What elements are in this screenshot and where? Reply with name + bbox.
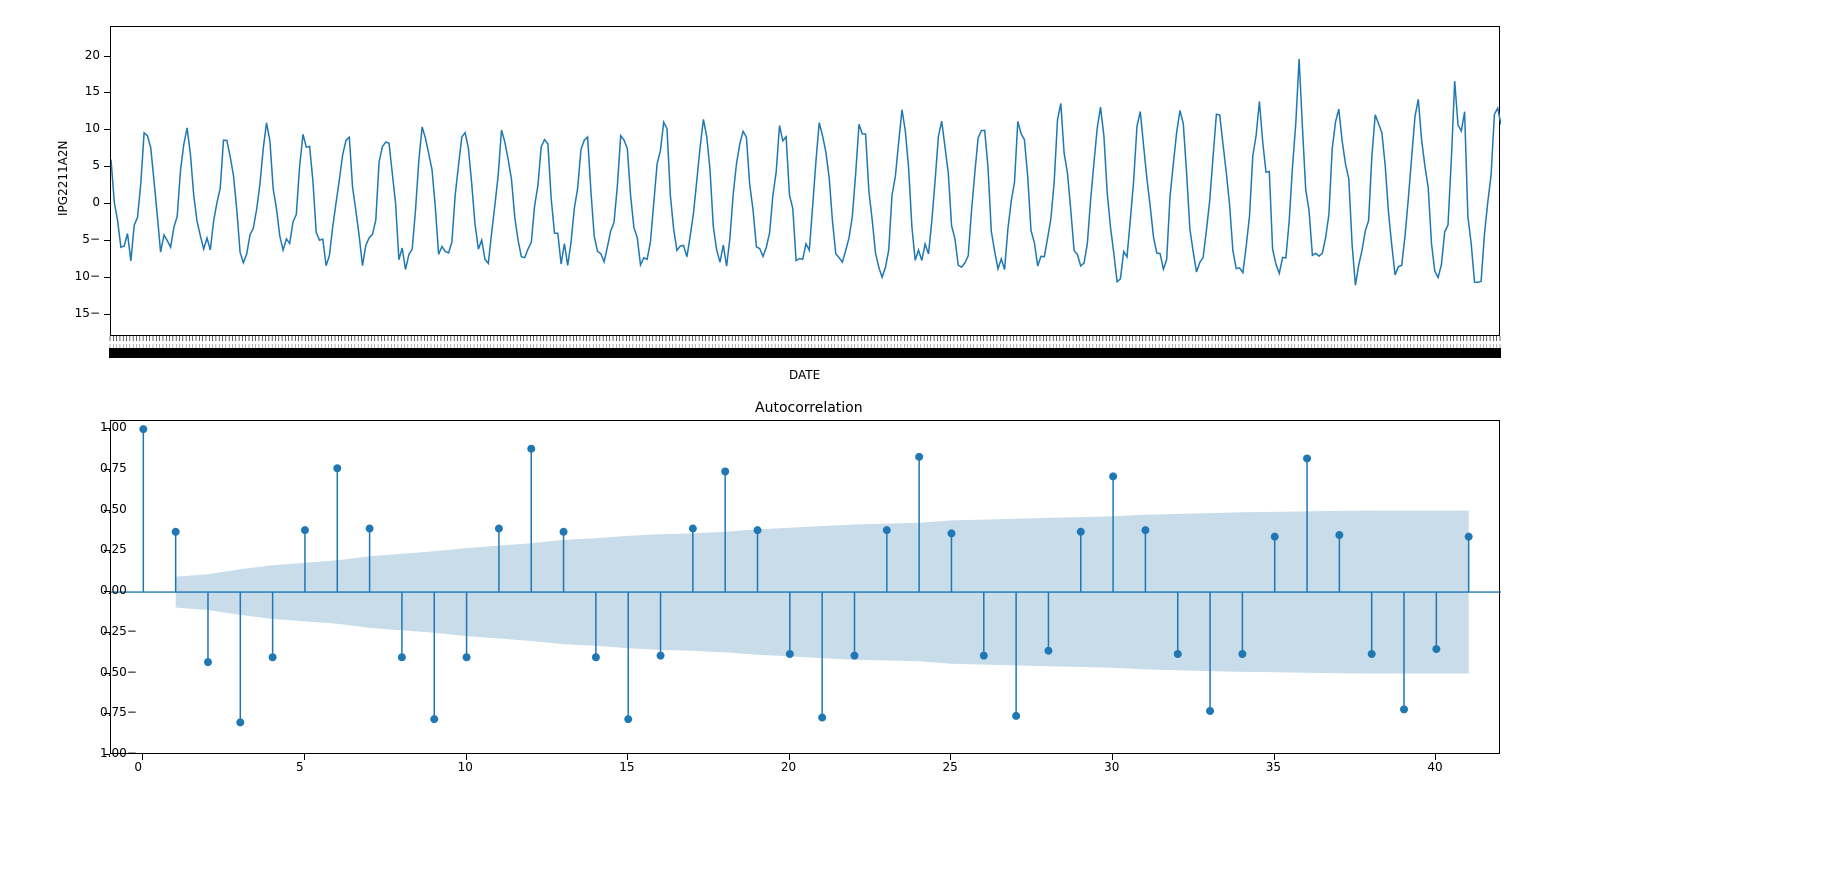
xtick-label: 35 [1266, 760, 1281, 774]
ytick-label: 1.00 [100, 420, 127, 434]
acf-svg [111, 421, 1501, 755]
ytick-label: −0.50 [100, 665, 137, 679]
xtick-label: 0 [134, 760, 142, 774]
ytick-label: −0.75 [100, 705, 137, 719]
ytick-label: 0.00 [100, 583, 127, 597]
xtick-label: 20 [781, 760, 796, 774]
ytick-label: 0.75 [100, 461, 127, 475]
timeseries-svg [111, 27, 1501, 337]
xtick-label: 25 [942, 760, 957, 774]
xtick-label: 10 [458, 760, 473, 774]
acf-panel [110, 420, 1500, 754]
acf-title: Autocorrelation [755, 400, 863, 416]
xtick-label: 5 [296, 760, 304, 774]
ytick-label: −0.25 [100, 624, 137, 638]
dense-xtick-band [109, 336, 1501, 364]
timeseries-ylabel: IPG2211A2N [56, 141, 70, 216]
ytick-label: 0.25 [100, 542, 127, 556]
xtick-label: 40 [1427, 760, 1442, 774]
xtick-label: 15 [619, 760, 634, 774]
figure: IPG2211A2N DATE Autocorrelation −15−10−5… [0, 0, 1824, 896]
ytick-label: −1.00 [100, 746, 137, 760]
ytick-label: 0.50 [100, 502, 127, 516]
timeseries-xlabel: DATE [789, 368, 820, 382]
timeseries-panel [110, 26, 1500, 336]
xtick-label: 30 [1104, 760, 1119, 774]
